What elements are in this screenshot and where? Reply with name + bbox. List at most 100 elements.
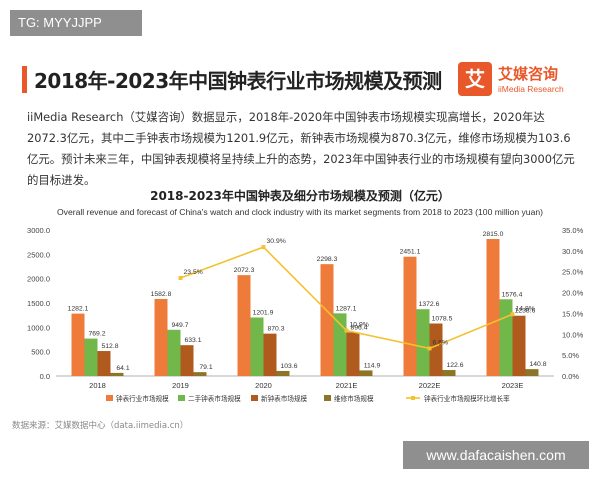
bar-data-label: 1201.9 <box>253 310 274 317</box>
bar-data-label: 1576.4 <box>502 291 523 298</box>
bar <box>154 298 168 376</box>
bar <box>442 370 456 376</box>
x-tick-label: 2018 <box>89 381 106 390</box>
logo-mark-icon: 艾 <box>458 62 492 96</box>
bar-data-label: 2298.3 <box>317 256 338 263</box>
growth-rate-point <box>344 328 349 333</box>
y2-tick-label: 15.0% <box>562 309 584 318</box>
summary-paragraph: iiMedia Research（艾媒咨询）数据显示，2018年-2020年中国… <box>27 110 575 187</box>
y-tick-label: 2500.0 <box>27 250 50 259</box>
y2-tick-label: 20.0% <box>562 289 584 298</box>
bar <box>97 351 111 376</box>
bar <box>167 329 181 376</box>
legend-swatch <box>324 395 331 401</box>
bar-data-label: 1287.1 <box>336 305 357 312</box>
bar-data-label: 2072.3 <box>234 267 255 274</box>
source-note: 数据来源：艾媒数据中心（data.iimedia.cn） <box>12 421 189 431</box>
bar-data-label: 103.6 <box>280 363 297 370</box>
logo-name-cn: 艾媒咨询 <box>498 65 559 83</box>
growth-rate-label: 23.5% <box>184 269 203 276</box>
bar-data-label: 1078.5 <box>432 316 453 323</box>
x-tick-label: 2022E <box>419 381 441 390</box>
legend-label: 维修市场规模 <box>334 394 374 403</box>
bar <box>276 370 290 376</box>
legend-swatch <box>178 395 185 401</box>
bar <box>237 275 251 376</box>
y-tick-label: 500.0 <box>31 348 50 357</box>
growth-rate-point <box>178 275 183 280</box>
y-tick-label: 1000.0 <box>27 323 50 332</box>
growth-rate-label: 6.6% <box>433 339 449 346</box>
bar <box>429 323 443 376</box>
bar <box>263 333 277 376</box>
bar-data-label: 870.3 <box>267 326 284 333</box>
bar <box>110 372 124 376</box>
logo-name-en: iiMedia Research <box>498 84 564 94</box>
growth-rate-label: 14.8% <box>516 305 535 312</box>
growth-rate-label: 10.9% <box>350 322 369 329</box>
bar <box>333 313 347 376</box>
bar <box>320 264 334 376</box>
x-tick-label: 2023E <box>502 381 524 390</box>
bar-data-label: 122.6 <box>446 362 463 369</box>
bar-data-label: 140.8 <box>529 361 546 368</box>
bar-data-label: 2815.0 <box>483 231 504 238</box>
bar-data-label: 896.4 <box>350 324 367 331</box>
bar-data-label: 769.2 <box>88 331 105 338</box>
y2-tick-label: 35.0% <box>562 226 584 235</box>
bar-data-label: 949.7 <box>171 322 188 329</box>
legend-label: 二手钟表市场规模 <box>188 394 241 403</box>
bar <box>180 345 194 376</box>
legend-label: 新钟表市场规模 <box>261 394 308 403</box>
legend-swatch <box>251 395 258 401</box>
bar-data-label: 64.1 <box>116 365 129 372</box>
y2-tick-label: 30.0% <box>562 247 584 256</box>
chart-subtitle: Overall revenue and forecast of China's … <box>57 207 543 217</box>
y-tick-label: 1500.0 <box>27 299 50 308</box>
bar-data-label: 1238.6 <box>515 308 536 315</box>
page-title: 2018年-2023年中国钟表行业市场规模及预测 <box>34 69 442 93</box>
title-accent-bar <box>22 66 27 93</box>
bar-data-label: 1282.1 <box>68 306 89 313</box>
bar-data-label: 1582.8 <box>151 291 172 298</box>
y2-tick-label: 5.0% <box>562 351 579 360</box>
bar-data-label: 512.8 <box>101 343 118 350</box>
x-tick-label: 2020 <box>255 381 272 390</box>
legend-label: 钟表行业市场规模 <box>116 394 169 403</box>
bar <box>346 332 360 376</box>
growth-rate-label: 30.9% <box>267 238 286 245</box>
y-tick-label: 3000.0 <box>27 226 50 235</box>
bar-data-label: 114.9 <box>364 362 381 369</box>
bar <box>499 299 513 376</box>
bar <box>84 338 98 376</box>
growth-rate-point <box>427 346 432 351</box>
x-tick-label: 2019 <box>172 381 189 390</box>
channel-tag: TG: MYYJJPP <box>10 10 142 36</box>
iimedia-logo: 艾 艾媒咨询 iiMedia Research <box>458 62 588 100</box>
growth-rate-point <box>510 312 515 317</box>
y2-tick-label: 10.0% <box>562 330 584 339</box>
y2-tick-label: 0.0% <box>562 372 579 381</box>
x-tick-label: 2021E <box>336 381 358 390</box>
y-tick-label: 2000.0 <box>27 275 50 284</box>
bar <box>359 370 373 376</box>
website-watermark: www.dafacaishen.com <box>403 441 589 469</box>
bar <box>416 309 430 376</box>
bar <box>193 372 207 376</box>
bar <box>512 315 526 376</box>
growth-rate-point <box>261 245 266 250</box>
bar-data-label: 79.1 <box>199 364 212 371</box>
bar-data-label: 1372.6 <box>419 301 440 308</box>
legend-swatch <box>106 395 113 401</box>
bar <box>525 369 539 376</box>
y2-tick-label: 25.0% <box>562 268 584 277</box>
bar <box>250 317 264 376</box>
legend-marker <box>411 396 415 400</box>
legend-label: 钟表行业市场规模环比增长率 <box>424 394 510 403</box>
bar-data-label: 633.1 <box>184 337 201 344</box>
bar <box>486 239 500 376</box>
bar <box>403 256 417 376</box>
bar-data-label: 2451.1 <box>400 249 421 256</box>
chart-title: 2018-2023年中国钟表及细分市场规模及预测（亿元） <box>150 189 450 203</box>
